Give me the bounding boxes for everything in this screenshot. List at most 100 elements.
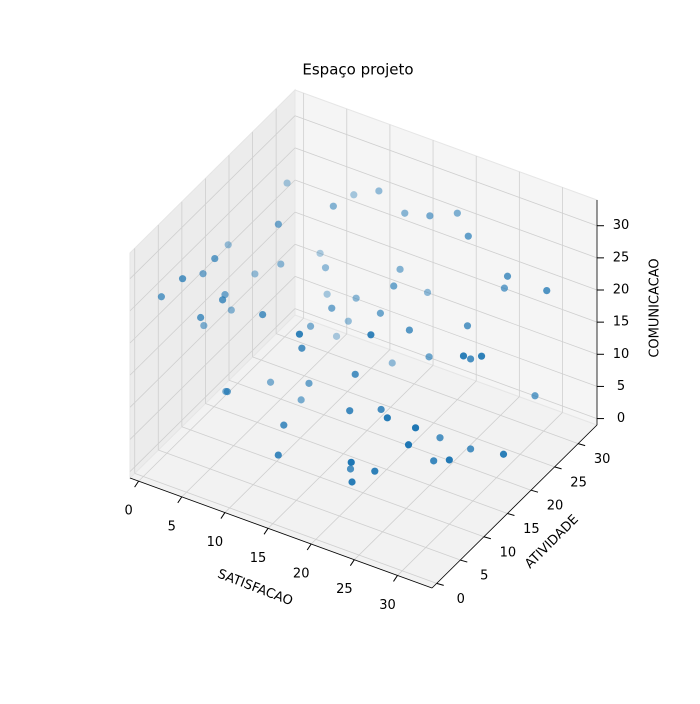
- point: [404, 441, 413, 449]
- x-tick-label: 25: [336, 582, 353, 597]
- point: [348, 478, 356, 486]
- point: [316, 249, 324, 257]
- point: [350, 191, 358, 199]
- x-tick-label: 20: [293, 567, 310, 582]
- z-tick-label: 20: [613, 283, 630, 298]
- y-tick-label: 30: [594, 452, 611, 467]
- y-tick-label: 5: [480, 569, 488, 584]
- point: [401, 209, 409, 217]
- grid-line: [129, 308, 296, 472]
- grid-line: [294, 147, 598, 259]
- point: [376, 309, 384, 317]
- point: [499, 450, 508, 458]
- tick-mark: [134, 480, 140, 488]
- y-tick-label: 0: [457, 592, 465, 607]
- y-axis-line: [431, 424, 598, 589]
- tick-mark: [436, 582, 444, 586]
- grid-line: [310, 380, 477, 545]
- point: [280, 421, 288, 429]
- tick-mark: [530, 489, 539, 493]
- tick-mark: [578, 443, 586, 447]
- tick-mark: [349, 559, 355, 566]
- grid-line: [228, 379, 532, 491]
- tick-mark: [507, 513, 515, 516]
- tick-mark: [177, 496, 183, 504]
- point: [383, 414, 391, 422]
- tick-mark: [460, 559, 468, 563]
- point: [297, 396, 305, 404]
- point: [411, 424, 420, 432]
- grid-line: [181, 426, 484, 538]
- point: [306, 322, 315, 330]
- grid-line: [294, 115, 598, 227]
- grid-line: [294, 211, 598, 323]
- point: [346, 407, 354, 415]
- point: [477, 352, 486, 360]
- point: [371, 467, 379, 475]
- y-tick-label: 10: [500, 545, 517, 560]
- point: [390, 282, 398, 290]
- point: [251, 270, 259, 278]
- point: [346, 465, 355, 473]
- grid-line: [294, 308, 598, 419]
- tick-mark: [554, 466, 562, 470]
- point: [453, 209, 461, 217]
- grid-line: [158, 449, 461, 561]
- tick-mark: [483, 536, 491, 540]
- y-tick-label: 25: [570, 475, 587, 490]
- point: [305, 379, 313, 387]
- point: [531, 392, 539, 400]
- x-tick-label: 30: [379, 598, 396, 613]
- x-tick-label: 10: [207, 535, 224, 550]
- point: [219, 296, 227, 304]
- point: [321, 264, 330, 272]
- chart-title: Espaço projeto: [302, 61, 413, 79]
- point: [464, 232, 472, 240]
- z-tick-label: 5: [617, 379, 625, 394]
- grid-line: [129, 115, 296, 279]
- grid-line: [276, 333, 579, 445]
- point: [323, 290, 331, 298]
- tick-mark: [393, 575, 398, 582]
- point: [178, 275, 187, 283]
- point: [388, 359, 396, 367]
- point: [157, 293, 165, 301]
- grid-line: [294, 276, 598, 387]
- point: [283, 179, 291, 187]
- z-tick-label: 0: [617, 411, 625, 426]
- point: [197, 313, 205, 322]
- point: [274, 220, 282, 228]
- point: [223, 388, 231, 396]
- grid-line: [129, 179, 296, 344]
- point: [224, 241, 232, 249]
- x-tick-label: 5: [168, 519, 176, 534]
- z-tick-label: 15: [613, 315, 630, 330]
- point: [500, 284, 508, 292]
- x-tick-label: 15: [250, 551, 267, 566]
- point: [295, 330, 304, 338]
- point: [298, 344, 306, 352]
- point: [405, 326, 413, 334]
- point: [347, 458, 355, 466]
- point: [277, 260, 285, 268]
- point: [467, 445, 475, 453]
- tick-mark: [263, 528, 269, 535]
- grid-line: [129, 147, 296, 312]
- point: [352, 294, 360, 302]
- point: [423, 288, 432, 296]
- grid-line: [129, 244, 296, 408]
- point: [259, 311, 267, 319]
- grid-line: [134, 472, 437, 584]
- grid-line: [294, 243, 598, 355]
- point: [463, 322, 472, 330]
- point: [445, 456, 453, 464]
- point: [430, 457, 438, 465]
- grid-line: [224, 349, 391, 513]
- grid-line: [138, 317, 304, 482]
- grid-line: [129, 276, 296, 440]
- point: [426, 212, 434, 220]
- axes: [129, 88, 604, 589]
- z-tick-label: 10: [613, 347, 630, 362]
- point: [274, 451, 282, 459]
